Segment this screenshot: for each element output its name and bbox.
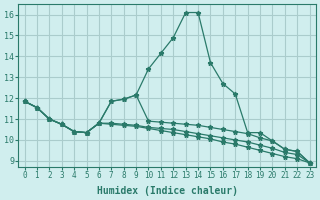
X-axis label: Humidex (Indice chaleur): Humidex (Indice chaleur) xyxy=(97,186,237,196)
